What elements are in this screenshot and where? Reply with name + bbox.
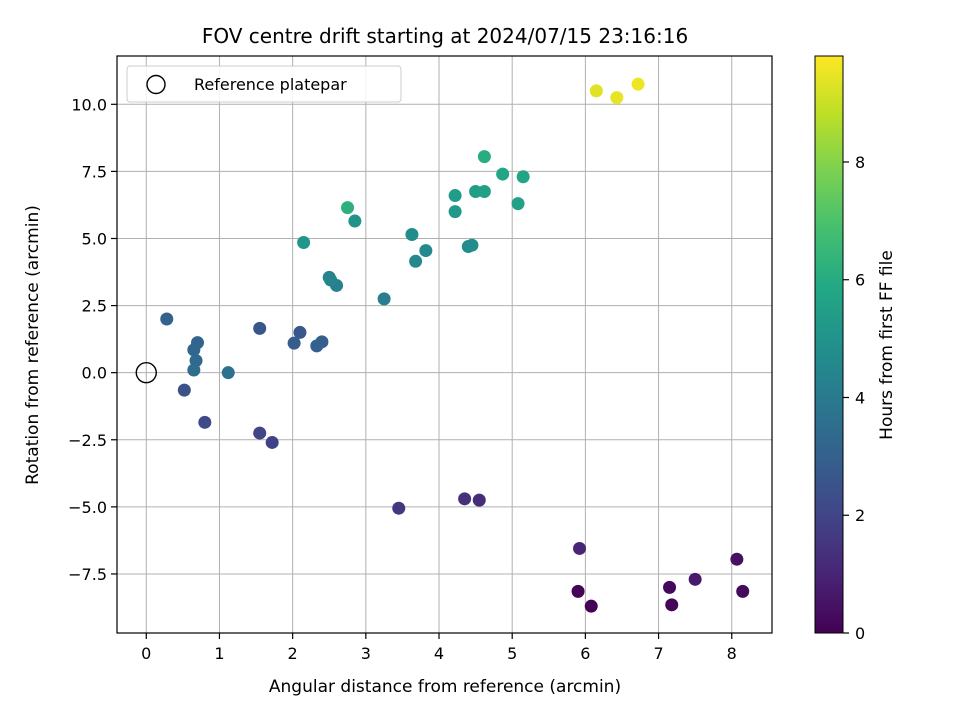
data-points <box>160 77 750 613</box>
colorbar-label: Hours from first FF file <box>877 250 897 440</box>
data-point <box>265 435 279 449</box>
y-tick-label: −7.5 <box>68 565 107 584</box>
data-point <box>253 426 267 440</box>
data-point <box>187 363 201 377</box>
x-tick-label: 8 <box>727 644 737 663</box>
data-point <box>688 572 702 586</box>
chart-title: FOV centre drift starting at 2024/07/15 … <box>202 24 688 48</box>
y-tick-label: 0.0 <box>82 364 107 383</box>
y-tick-label: 10.0 <box>71 95 107 114</box>
x-tick-label: 6 <box>580 644 590 663</box>
data-point <box>573 541 587 555</box>
colorbar-tick-label: 4 <box>855 388 865 407</box>
x-tick-label: 1 <box>214 644 224 663</box>
reference-marker <box>135 361 157 384</box>
data-point <box>341 201 355 215</box>
grid <box>117 56 772 633</box>
legend-box <box>126 65 402 103</box>
data-point <box>293 325 307 339</box>
data-point <box>324 273 338 287</box>
data-point <box>458 492 472 506</box>
x-tick-label: 2 <box>288 644 298 663</box>
colorbar-tick-label: 0 <box>855 624 865 643</box>
plot-frame <box>116 55 773 634</box>
data-point <box>584 599 598 613</box>
data-point <box>465 238 479 252</box>
y-tick-label: 7.5 <box>82 162 107 181</box>
data-point <box>297 236 311 250</box>
y-axis-ticks: 10.0 7.5 5.0 2.5 0.0 −2.5 −5.0 −7.5 <box>68 95 117 584</box>
y-tick-label: −5.0 <box>68 498 107 517</box>
data-point <box>405 227 419 241</box>
data-point <box>496 167 510 181</box>
data-point <box>221 366 235 380</box>
y-tick-label: −2.5 <box>68 431 107 450</box>
data-point <box>448 205 462 219</box>
data-point <box>730 552 744 566</box>
x-tick-label: 3 <box>361 644 371 663</box>
data-point <box>516 170 530 184</box>
data-point <box>511 197 525 211</box>
data-point <box>253 321 267 335</box>
data-point <box>419 244 433 258</box>
data-point <box>287 336 301 350</box>
data-point <box>472 493 486 507</box>
colorbar: 0 2 4 6 8 Hours from first FF file <box>814 55 897 643</box>
data-point <box>663 580 677 594</box>
colorbar-ticks: 0 2 4 6 8 <box>843 153 865 643</box>
y-tick-label: 5.0 <box>82 229 107 248</box>
colorbar-tick-label: 8 <box>855 153 865 172</box>
data-point <box>348 214 362 228</box>
data-point <box>177 383 191 397</box>
data-point <box>610 91 624 105</box>
x-tick-label: 0 <box>141 644 151 663</box>
data-point <box>631 77 645 91</box>
data-point <box>377 292 391 306</box>
x-tick-label: 4 <box>434 644 444 663</box>
legend-marker-icon <box>146 74 166 95</box>
legend-entry: Reference platepar <box>194 75 347 94</box>
data-point <box>477 150 491 164</box>
data-point <box>187 343 201 357</box>
data-point <box>310 339 324 353</box>
data-point <box>571 584 585 598</box>
data-point <box>198 415 212 429</box>
colorbar-tick-label: 2 <box>855 506 865 525</box>
x-axis-label: Angular distance from reference (arcmin) <box>269 677 621 697</box>
x-tick-label: 5 <box>507 644 517 663</box>
colorbar-tick-label: 6 <box>855 271 865 290</box>
reference-point <box>135 361 157 384</box>
legend: Reference platepar <box>126 65 402 103</box>
data-point <box>589 84 603 98</box>
y-axis-label: Rotation from reference (arcmin) <box>23 205 43 485</box>
x-axis-ticks: 0 1 2 3 4 5 6 7 8 <box>141 633 737 663</box>
data-point <box>409 254 423 268</box>
data-point <box>665 598 679 612</box>
y-tick-label: 2.5 <box>82 297 107 316</box>
colorbar-gradient <box>814 55 844 634</box>
data-point <box>448 189 462 203</box>
data-point <box>736 584 750 598</box>
data-point <box>477 185 491 199</box>
data-point <box>392 501 406 515</box>
data-point <box>160 312 174 326</box>
x-tick-label: 7 <box>653 644 663 663</box>
